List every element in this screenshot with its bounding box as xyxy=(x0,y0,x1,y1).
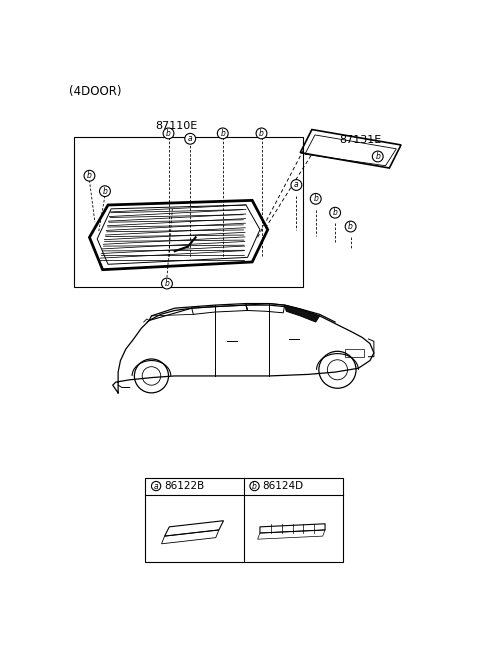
Circle shape xyxy=(217,128,228,139)
Circle shape xyxy=(345,221,356,232)
Bar xyxy=(145,478,343,562)
Circle shape xyxy=(84,171,95,181)
Bar xyxy=(345,349,364,357)
Polygon shape xyxy=(285,305,320,322)
Circle shape xyxy=(291,180,302,190)
Text: b: b xyxy=(166,129,171,138)
Text: a: a xyxy=(188,134,192,143)
Text: b: b xyxy=(220,129,225,138)
Circle shape xyxy=(163,128,174,139)
Text: (4DOOR): (4DOOR) xyxy=(69,85,122,98)
Text: b: b xyxy=(165,279,169,288)
Circle shape xyxy=(372,151,383,162)
Circle shape xyxy=(152,482,161,491)
Text: 87110E: 87110E xyxy=(156,121,198,131)
Circle shape xyxy=(185,133,196,144)
Text: b: b xyxy=(313,194,318,203)
Bar xyxy=(74,137,302,287)
Circle shape xyxy=(99,186,110,197)
Text: a: a xyxy=(154,482,158,491)
Circle shape xyxy=(256,128,267,139)
Text: 86124D: 86124D xyxy=(262,481,303,491)
Circle shape xyxy=(311,194,321,204)
Text: 86122B: 86122B xyxy=(164,481,204,491)
Text: b: b xyxy=(348,222,353,231)
Text: b: b xyxy=(333,208,337,217)
Circle shape xyxy=(162,278,172,289)
Text: b: b xyxy=(375,152,380,161)
Text: 87131E: 87131E xyxy=(339,135,381,145)
Text: b: b xyxy=(252,482,257,491)
Text: a: a xyxy=(294,180,299,190)
Circle shape xyxy=(250,482,259,491)
Text: b: b xyxy=(259,129,264,138)
Text: b: b xyxy=(87,171,92,180)
Circle shape xyxy=(330,207,340,218)
Text: b: b xyxy=(103,187,108,195)
